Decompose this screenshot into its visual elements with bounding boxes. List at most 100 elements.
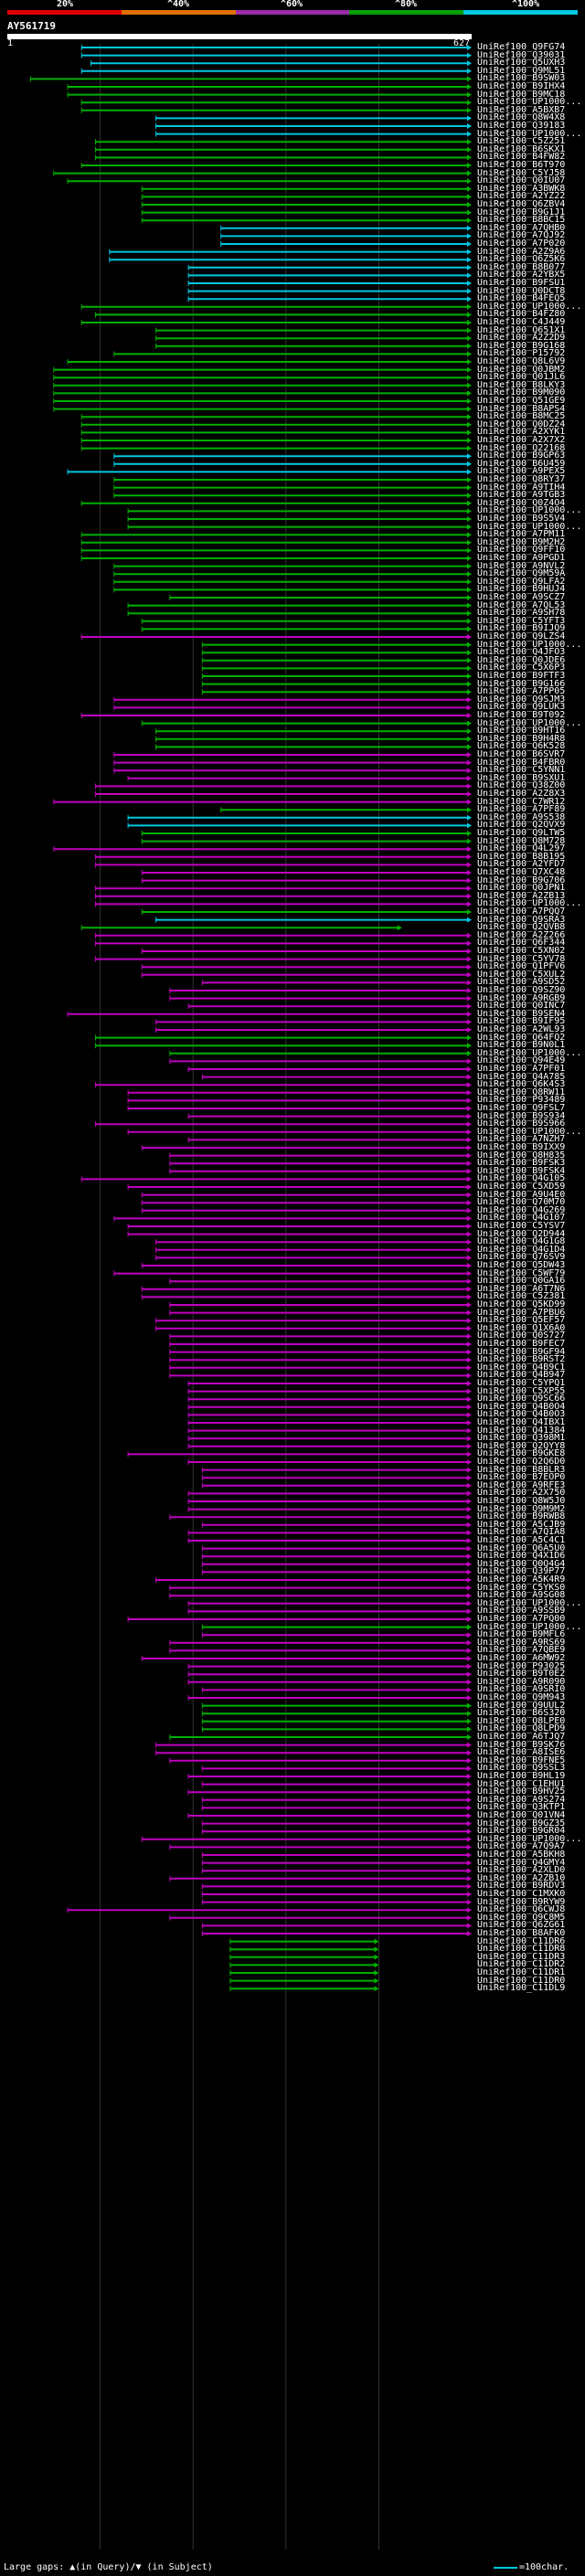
hit-label[interactable]: UniRef100_Q0DZ24 — [477, 419, 566, 429]
hit-label[interactable]: UniRef100_C5XN02 — [477, 946, 566, 956]
hit-label[interactable]: UniRef100_B9SEN4 — [477, 1008, 566, 1019]
hit-label[interactable]: UniRef100_A2ZB13 — [477, 890, 566, 901]
hit-label[interactable]: UniRef100_UP1000... — [477, 128, 582, 139]
hit-label[interactable]: UniRef100_C5XUL2 — [477, 969, 566, 980]
hit-label[interactable]: UniRef100_P93489 — [477, 1095, 566, 1106]
hit-label[interactable]: UniRef100_C5WF79 — [477, 1267, 566, 1278]
hit-label[interactable]: UniRef100_C5XD59 — [477, 1182, 566, 1192]
hit-label[interactable]: UniRef100_UP1000... — [477, 1621, 582, 1632]
hit-label[interactable]: UniRef100_Q9FG74 — [477, 42, 566, 52]
hit-label[interactable]: UniRef100_B9S934 — [477, 1110, 566, 1121]
hit-label[interactable]: UniRef100_Q6A5U0 — [477, 1542, 566, 1553]
hit-label[interactable]: UniRef100_A2YFD7 — [477, 859, 566, 870]
hit-label[interactable]: UniRef100_B9GR04 — [477, 1826, 566, 1837]
hit-label[interactable]: UniRef100_A7NZH7 — [477, 1134, 566, 1145]
hit-label[interactable]: UniRef100_Q9LTW5 — [477, 828, 566, 838]
hit-label[interactable]: UniRef100_B9T092 — [477, 710, 566, 720]
hit-label[interactable]: UniRef100_A9S274 — [477, 1794, 566, 1805]
hit-label[interactable]: UniRef100_Q4G1D4 — [477, 1244, 566, 1255]
hit-label[interactable]: UniRef100_Q8RY37 — [477, 474, 566, 484]
hit-label[interactable]: UniRef100_B6S320 — [477, 1708, 566, 1719]
hit-label[interactable]: UniRef100_A9PEX5 — [477, 466, 566, 477]
hit-label[interactable]: UniRef100_C11DR3 — [477, 1951, 566, 1962]
hit-label[interactable]: UniRef100_A5C4C1 — [477, 1535, 566, 1545]
hit-label[interactable]: UniRef100_Q1X6A0 — [477, 1322, 566, 1333]
hit-label[interactable]: UniRef100_B8MC25 — [477, 411, 566, 422]
hit-label[interactable]: UniRef100_Q6K4S3 — [477, 1079, 566, 1090]
hit-label[interactable]: UniRef100_A8ISE6 — [477, 1747, 566, 1758]
hit-label[interactable]: UniRef100_Q4GMY4 — [477, 1857, 566, 1868]
hit-label[interactable]: UniRef100_C5YSV7 — [477, 1221, 566, 1231]
hit-label[interactable]: UniRef100_B9G706 — [477, 875, 566, 885]
hit-label[interactable]: UniRef100_Q9FF10 — [477, 545, 566, 556]
hit-label[interactable]: UniRef100_Q4G269 — [477, 1204, 566, 1215]
hit-label[interactable]: UniRef100_C7WR12 — [477, 796, 566, 807]
hit-label[interactable]: UniRef100_B6SVR7 — [477, 749, 566, 759]
hit-label[interactable]: UniRef100_Q4JFO3 — [477, 647, 566, 658]
hit-label[interactable]: UniRef100_UP1000... — [477, 521, 582, 532]
hit-label[interactable]: UniRef100_UP1000... — [477, 1597, 582, 1608]
hit-label[interactable]: UniRef100_A7QIA8 — [477, 1527, 566, 1538]
hit-label[interactable]: UniRef100_Q6Z5K6 — [477, 254, 566, 265]
hit-label[interactable]: UniRef100_A9SCZ7 — [477, 592, 566, 602]
hit-label[interactable]: UniRef100_A9NVL2 — [477, 560, 566, 571]
hit-label[interactable]: UniRef100_A2Z9A6 — [477, 246, 566, 257]
hit-label[interactable]: UniRef100_A6T7N6 — [477, 1283, 566, 1294]
hit-label[interactable]: UniRef100_Q9LFA2 — [477, 576, 566, 587]
hit-label[interactable]: UniRef100_C4J449 — [477, 317, 566, 327]
hit-label[interactable]: UniRef100_Q94E49 — [477, 1055, 566, 1066]
hit-label[interactable]: UniRef100_C11DR0 — [477, 1975, 566, 1986]
hit-label[interactable]: UniRef100_C5X6P3 — [477, 663, 566, 673]
hit-label[interactable]: UniRef100_Q39P77 — [477, 1566, 566, 1577]
hit-label[interactable]: UniRef100_Q5EF57 — [477, 1315, 566, 1326]
hit-label[interactable]: UniRef100_Q4L297 — [477, 843, 566, 854]
hit-label[interactable]: UniRef100_Q8LPE0 — [477, 1715, 566, 1726]
hit-label[interactable]: UniRef100_Q2QVX9 — [477, 820, 566, 831]
hit-label[interactable]: UniRef100_Q6CWJ8 — [477, 1904, 566, 1915]
hit-label[interactable]: UniRef100_A5BKH8 — [477, 1850, 566, 1860]
hit-label[interactable]: UniRef100_A7QBE9 — [477, 1645, 566, 1656]
hit-label[interactable]: UniRef100_B9IXX9 — [477, 1142, 566, 1152]
hit-label[interactable]: UniRef100_A3BWK8 — [477, 183, 566, 194]
hit-label[interactable]: UniRef100_B9IJQ9 — [477, 623, 566, 634]
hit-label[interactable]: UniRef100_B9G166 — [477, 678, 566, 689]
hit-label[interactable]: UniRef100_Q9M943 — [477, 1692, 566, 1702]
hit-label[interactable]: UniRef100_B9GKE8 — [477, 1448, 566, 1459]
hit-label[interactable]: UniRef100_Q9C8M5 — [477, 1912, 566, 1923]
hit-label[interactable]: UniRef100_B9IF95 — [477, 1016, 566, 1027]
hit-label[interactable]: UniRef100_A7PM11 — [477, 529, 566, 540]
hit-label[interactable]: UniRef100_A2X750 — [477, 1488, 566, 1499]
hit-label[interactable]: UniRef100_Q39183 — [477, 121, 566, 131]
hit-label[interactable]: UniRef100_A9RS69 — [477, 1637, 566, 1648]
hit-label[interactable]: UniRef100_B9HL19 — [477, 1771, 566, 1781]
hit-label[interactable]: UniRef100_Q9SZ90 — [477, 985, 566, 995]
hit-label[interactable]: UniRef100_UP1000... — [477, 1047, 582, 1058]
hit-label[interactable]: UniRef100_B8APS4 — [477, 403, 566, 414]
hit-label[interactable]: UniRef100_Q4B9C1 — [477, 1362, 566, 1373]
hit-label[interactable]: UniRef100_A2WL93 — [477, 1024, 566, 1034]
hit-label[interactable]: UniRef100_A2Z266 — [477, 929, 566, 940]
hit-label[interactable]: UniRef100_A7PF89 — [477, 804, 566, 815]
hit-label[interactable]: UniRef100_Q0GA16 — [477, 1276, 566, 1287]
hit-label[interactable]: UniRef100_Q2QVB8 — [477, 922, 566, 933]
hit-label[interactable]: UniRef100_C5XP55 — [477, 1385, 566, 1396]
hit-label[interactable]: UniRef100_A9SH78 — [477, 608, 566, 619]
hit-label[interactable]: UniRef100_B9FEC7 — [477, 1339, 566, 1349]
hit-label[interactable]: UniRef100_A9PGD1 — [477, 553, 566, 563]
hit-label[interactable]: UniRef100_Q0Q4G4 — [477, 1558, 566, 1569]
hit-label[interactable]: UniRef100_B9T0E2 — [477, 1669, 566, 1680]
hit-label[interactable]: UniRef100_Q0JDE6 — [477, 654, 566, 665]
hit-label[interactable]: UniRef100_Q4B0O3 — [477, 1409, 566, 1420]
hit-label[interactable]: UniRef100_Q5KD99 — [477, 1299, 566, 1309]
hit-label[interactable]: UniRef100_B9SW03 — [477, 73, 566, 84]
hit-label[interactable]: UniRef100_Q0INC7 — [477, 1001, 566, 1012]
hit-label[interactable]: UniRef100_B4FEQ5 — [477, 293, 566, 304]
hit-label[interactable]: UniRef100_B4FBR0 — [477, 757, 566, 768]
hit-label[interactable]: UniRef100_B4FW82 — [477, 152, 566, 163]
hit-label[interactable]: UniRef100_Q22168 — [477, 442, 566, 453]
hit-label[interactable]: UniRef100_B9SXU1 — [477, 772, 566, 783]
hit-label[interactable]: UniRef100_B9MC18 — [477, 89, 566, 100]
hit-label[interactable]: UniRef100_Q38Z00 — [477, 780, 566, 791]
hit-label[interactable]: UniRef100_B6T970 — [477, 160, 566, 170]
hit-label[interactable]: UniRef100_B9G1J1 — [477, 207, 566, 217]
